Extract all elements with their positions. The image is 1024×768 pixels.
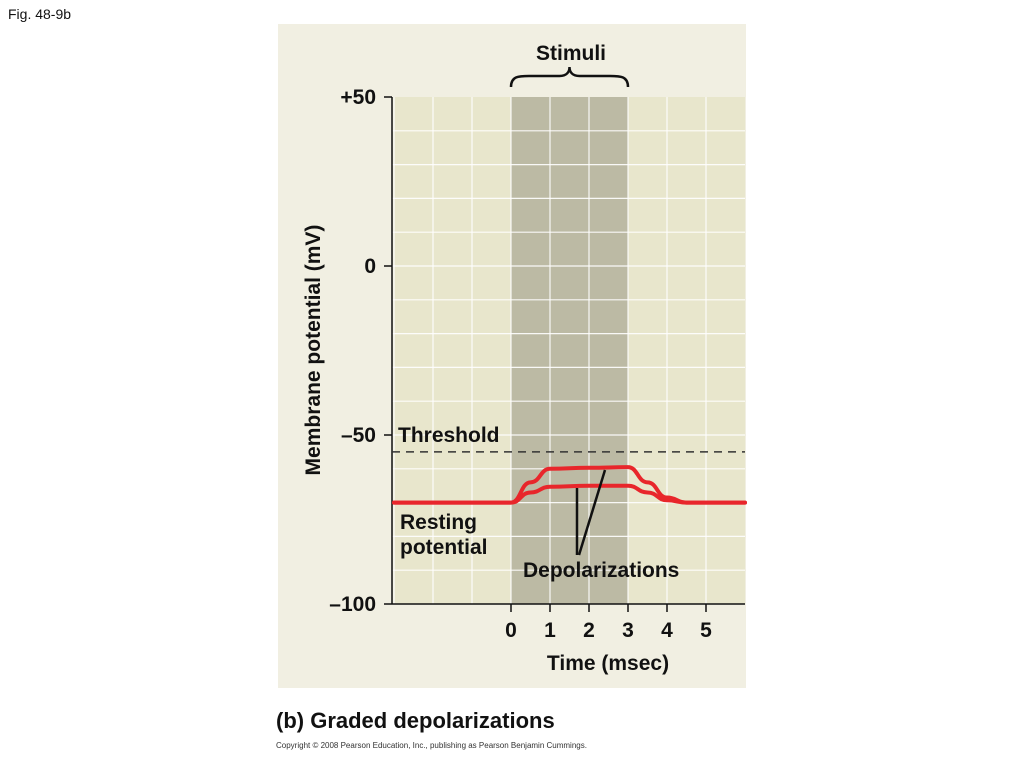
x-tick-label: 3 [622, 619, 634, 642]
stimuli-label: Stimuli [536, 42, 606, 65]
x-axis-title: Time (msec) [547, 652, 669, 675]
depolarization-trace-2 [392, 483, 747, 505]
threshold-label: Threshold [398, 424, 500, 447]
y-axis-title: Membrane potential (mV) [302, 225, 325, 476]
stimulus-band [511, 97, 628, 604]
x-tick-label: 1 [544, 619, 556, 642]
y-tick-label: –100 [329, 593, 376, 616]
series-layer [392, 465, 747, 505]
x-tick-label: 2 [583, 619, 595, 642]
figure-caption: (b) Graded depolarizations [276, 708, 555, 733]
stimuli-brace [509, 66, 630, 88]
resting-potential-label-line: potential [400, 536, 488, 559]
depolarizations-label: Depolarizations [523, 559, 679, 582]
copyright-notice: Copyright © 2008 Pearson Education, Inc.… [276, 741, 587, 750]
y-tick-label: +50 [340, 86, 376, 109]
x-tick-label: 5 [700, 619, 712, 642]
resting-potential-label-line: Resting [400, 511, 477, 534]
resting-potential-label: Resting potential [400, 511, 488, 559]
depolarization-pointer-2 [577, 469, 607, 556]
axis-layer: +50 0 –50 –100 0 1 2 3 4 5 [329, 86, 745, 642]
y-tick-label: –50 [341, 424, 376, 447]
annotation-layer: Resting potential Depolarizations [400, 469, 679, 582]
figure-label: Fig. 48-9b [8, 6, 72, 22]
x-tick-label: 4 [661, 619, 673, 642]
x-tick-label: 0 [505, 619, 517, 642]
y-tick-label: 0 [364, 255, 376, 278]
